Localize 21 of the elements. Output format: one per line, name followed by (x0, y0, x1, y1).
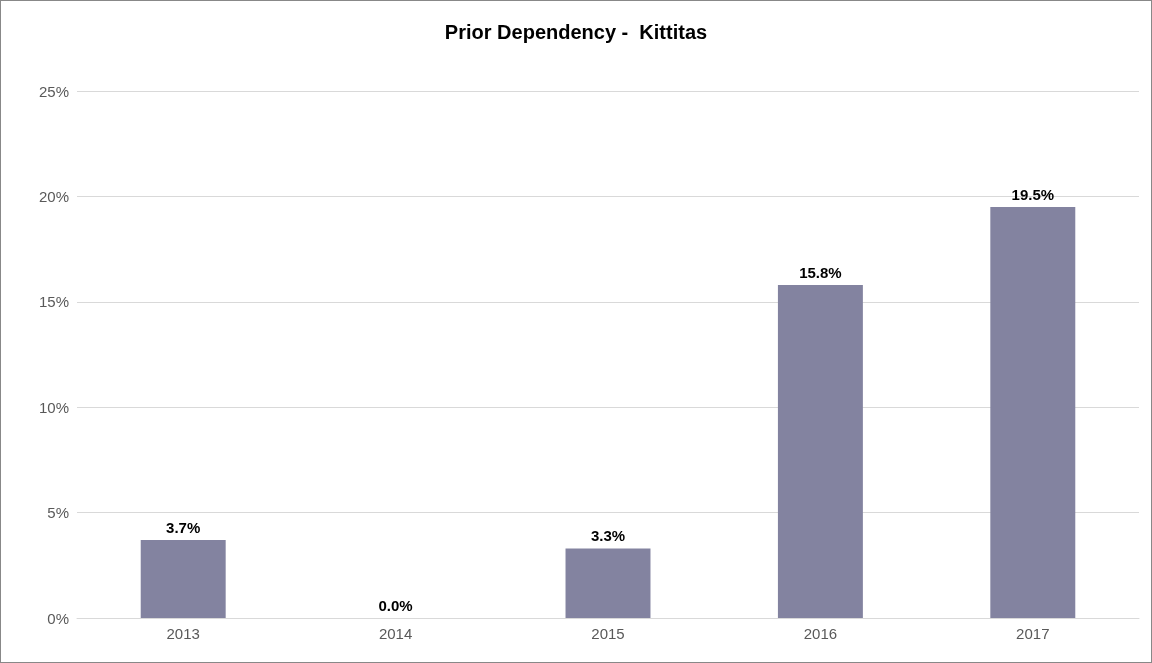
data-label: 3.7% (166, 519, 201, 536)
bar (777, 284, 863, 618)
data-label: 0.0% (378, 597, 413, 614)
x-tick-label: 2015 (591, 625, 625, 642)
y-tick-label: 20% (38, 187, 69, 205)
y-tick-label: 15% (38, 293, 69, 311)
data-label: 15.8% (799, 263, 842, 281)
y-tick-label: 25% (38, 82, 69, 100)
x-tick-label: 2013 (166, 625, 200, 642)
y-tick-label: 5% (47, 504, 69, 522)
bar (990, 206, 1076, 618)
data-label: 19.5% (1011, 185, 1055, 203)
y-tick-label: 10% (38, 398, 69, 416)
chart-title: Prior Dependency - Kittitas (444, 21, 708, 43)
bar (140, 540, 226, 618)
x-tick-label: 2014 (378, 625, 413, 642)
bar (565, 548, 651, 618)
y-tick-label: 0% (47, 609, 69, 627)
x-tick-label: 2016 (803, 625, 838, 642)
data-label: 3.3% (590, 527, 626, 545)
x-tick-label: 2017 (1016, 625, 1050, 642)
